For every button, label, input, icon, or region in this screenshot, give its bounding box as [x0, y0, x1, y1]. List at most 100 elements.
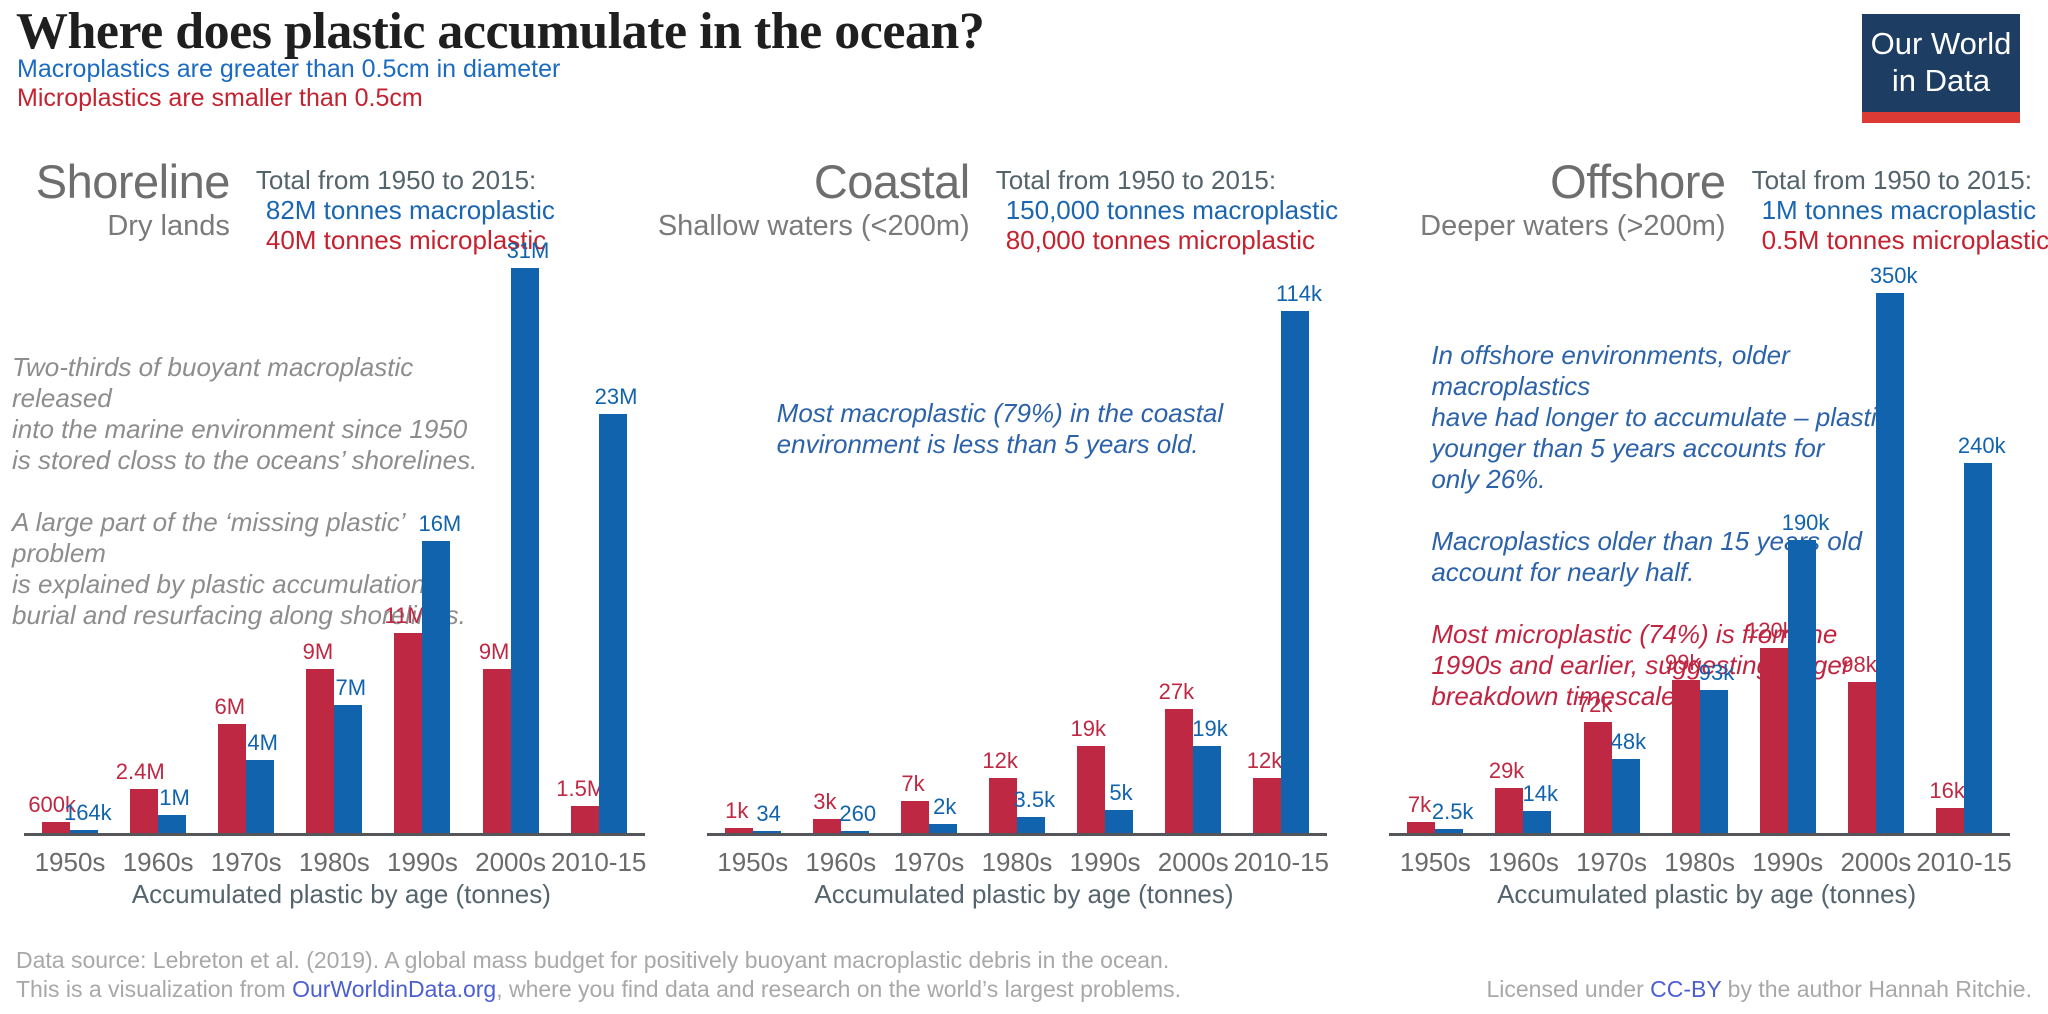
owid-logo: Our World in Data [1862, 14, 2020, 123]
x-tick-label: 1950s [1399, 847, 1471, 877]
bar-value-label: 5k [1109, 780, 1133, 806]
bar-macroplastic-1990s: 190k [1782, 510, 1829, 833]
owid-logo-line2: in Data [1891, 63, 1991, 98]
bar-value-label: 350k [1869, 263, 1918, 288]
x-axis-title: Accumulated plastic by age (tonnes) [814, 879, 1234, 909]
bar-group-1970s: 72k 48k 1970s [1576, 692, 1647, 877]
x-tick-label: 1950s [717, 847, 789, 877]
panel-shoreline: Shoreline Dry lands Total from 1950 to 2… [0, 0, 683, 1014]
bar-macroplastic-1950s: 34 [752, 801, 781, 833]
bar-macroplastic-2000s: 31M [507, 238, 549, 833]
bar-value-label: 29k [1488, 758, 1525, 784]
bar-microplastic-2010-15: 16k [1929, 778, 1965, 833]
x-tick-label: 1970s [210, 847, 282, 877]
totals-heading: Total from 1950 to 2015: [255, 165, 537, 195]
totals-heading: Total from 1950 to 2015: [995, 165, 1277, 195]
x-tick-label: 2000s [475, 847, 546, 877]
bar-value-label: 14k [1522, 781, 1559, 807]
bar-value-label: 240k [1957, 432, 2006, 458]
bar-macroplastic-1960s: 260 [839, 801, 876, 833]
bar-group-2010-15: 1.5M 23M 2010-15 [551, 384, 646, 877]
license-suffix: by the author Hannah Ritchie. [1721, 976, 2032, 1002]
bar-value-label: 1k [725, 798, 749, 824]
bar-macroplastic-1950s: 2.5k [1432, 799, 1473, 833]
panel-header: Offshore Deeper waters (>200m) Total fro… [1393, 158, 2048, 255]
subtitle-macroplastics: Macroplastics are greater than 0.5cm in … [17, 55, 561, 83]
bar-value-label: 48k [1610, 728, 1647, 754]
bar-microplastic-1980s: 9M [303, 639, 335, 833]
total-microplastic: 0.5M tonnes microplastic [1761, 225, 2048, 255]
bar-value-label: 98k [1841, 651, 1877, 677]
cc-by-link[interactable]: CC-BY [1650, 976, 1722, 1002]
bar-value-label: 2.5k [1431, 799, 1474, 825]
bar-macroplastic-1960s: 14k [1523, 781, 1558, 833]
bar-microplastic-1990s: 19k [1071, 716, 1106, 833]
bar-microplastic-2010-15: 1.5M [556, 776, 605, 833]
bar-chart-shoreline: 600k 164k 1950s 2.4M 1M 1960s 6M 4M 1970s 9M 7M 198… [24, 238, 646, 877]
bar-value-label: 2.4M [115, 759, 165, 785]
owid-link[interactable]: OurWorldinData.org [292, 976, 497, 1002]
panel-header: Shoreline Dry lands Total from 1950 to 2… [0, 155, 637, 255]
bar-chart-coastal: 1k 34 1950s 3k 260 1960s 7k 2k 1970s 12k 3.5k 1980s… [706, 281, 1329, 877]
bar-chart-offshore: 7k 2.5k 1950s 29k 14k 1960s 72k 48k 1970s 99k 93k 1… [1389, 263, 2012, 877]
x-axis-title: Accumulated plastic by age (tonnes) [131, 879, 551, 909]
bar-microplastic-1970s: 6M [214, 694, 247, 833]
bar-macroplastic-2010-15: 23M [595, 384, 637, 833]
bar-value-label: 3.5k [1013, 786, 1056, 812]
x-tick-label: 2010-15 [1233, 847, 1330, 877]
totals-block: Total from 1950 to 2015: 1M tonnes macro… [1752, 160, 2048, 255]
bar-value-label: 164k [63, 800, 112, 826]
bar-group-2010-15: 12k 114k 2010-15 [1234, 281, 1329, 877]
footer-right: Licensed under CC-BY by the author Hanna… [1486, 975, 2032, 1004]
chart-annotation: Two-thirds of buoyant macroplastic relea… [12, 352, 478, 475]
x-tick-label: 1990s [387, 847, 458, 877]
license-prefix: Licensed under [1486, 976, 1651, 1002]
bar-macroplastic-1950s: 164k [64, 800, 112, 833]
bar-microplastic-1970s: 72k [1577, 692, 1612, 833]
x-tick-label: 1960s [805, 847, 877, 877]
bar-value-label: 3k [813, 789, 837, 815]
bar-group-1980s: 9M 7M 1980s [299, 639, 370, 877]
page-title: Where does plastic accumulate in the oce… [16, 3, 985, 60]
region-title-block: Shoreline Dry lands [35, 155, 231, 255]
bar-microplastic-2000s: 98k [1841, 652, 1877, 833]
bar-group-2010-15: 16k 240k 2010-15 [1916, 433, 2011, 877]
bar-value-label: 600k [28, 792, 77, 818]
chart-annotation: Macroplastics older than 15 years old ac… [1431, 526, 1862, 587]
bar-macroplastic-1990s: 5k [1105, 780, 1134, 833]
bar-group-1980s: 12k 3.5k 1980s [982, 748, 1056, 877]
total-microplastic: 40M tonnes microplastic [265, 225, 547, 255]
bar-macroplastic-1970s: 2k [928, 794, 957, 833]
bar-microplastic-2000s: 9M [479, 639, 511, 833]
bar-value-label: 19k [1070, 716, 1106, 741]
bar-value-label: 99k [1665, 650, 1701, 676]
totals-block: Total from 1950 to 2015: 82M tonnes macr… [256, 160, 555, 255]
bar-group-1990s: 120k 190k 1990s [1746, 510, 1829, 877]
x-tick-label: 2000s [1157, 847, 1229, 877]
bar-value-label: 7M [335, 675, 367, 701]
bar-group-1970s: 6M 4M 1970s [211, 694, 282, 877]
x-tick-label: 1980s [1664, 847, 1736, 877]
bar-microplastic-2010-15: 12k [1247, 748, 1282, 833]
region-title: Shoreline [35, 155, 231, 208]
x-tick-label: 1970s [1576, 847, 1647, 877]
bar-value-label: 23M [594, 383, 638, 409]
bar-value-label: 19k [1192, 716, 1228, 741]
x-tick-label: 1990s [1752, 847, 1824, 877]
bar-microplastic-1960s: 3k [812, 789, 841, 833]
bar-macroplastic-2000s: 19k [1192, 716, 1228, 833]
bar-microplastic-2000s: 27k [1159, 679, 1194, 833]
x-tick-label: 1970s [893, 847, 965, 877]
footer-left: Data source: Lebreton et al. (2019). A g… [16, 946, 1181, 1004]
bar-group-1970s: 7k 2k 1970s [893, 771, 964, 877]
bar-value-label: 120k [1746, 617, 1794, 643]
x-tick-label: 1960s [1488, 847, 1559, 877]
bar-value-label: 34 [756, 801, 781, 826]
x-tick-label: 1990s [1069, 847, 1141, 877]
bar-microplastic-1960s: 2.4M [116, 759, 165, 833]
totals-block: Total from 1950 to 2015: 150,000 tonnes … [996, 160, 1338, 255]
bar-macroplastic-1980s: 3.5k [1014, 787, 1055, 833]
region-title-block: Offshore Deeper waters (>200m) [1420, 158, 1726, 255]
x-tick-label: 2000s [1840, 847, 1912, 877]
bar-microplastic-1950s: 1k [724, 798, 753, 833]
